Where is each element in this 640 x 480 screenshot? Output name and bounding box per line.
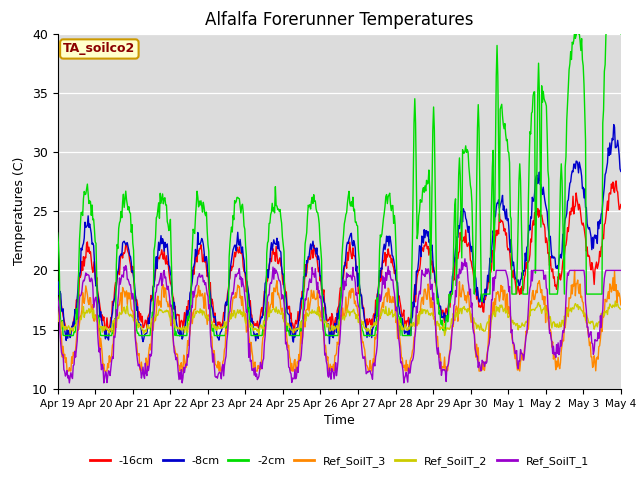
Title: Alfalfa Forerunner Temperatures: Alfalfa Forerunner Temperatures	[205, 11, 474, 29]
Y-axis label: Temperatures (C): Temperatures (C)	[13, 157, 26, 265]
X-axis label: Time: Time	[324, 414, 355, 427]
Legend: -16cm, -8cm, -2cm, Ref_SoilT_3, Ref_SoilT_2, Ref_SoilT_1: -16cm, -8cm, -2cm, Ref_SoilT_3, Ref_Soil…	[85, 451, 593, 471]
Text: TA_soilco2: TA_soilco2	[63, 42, 136, 56]
